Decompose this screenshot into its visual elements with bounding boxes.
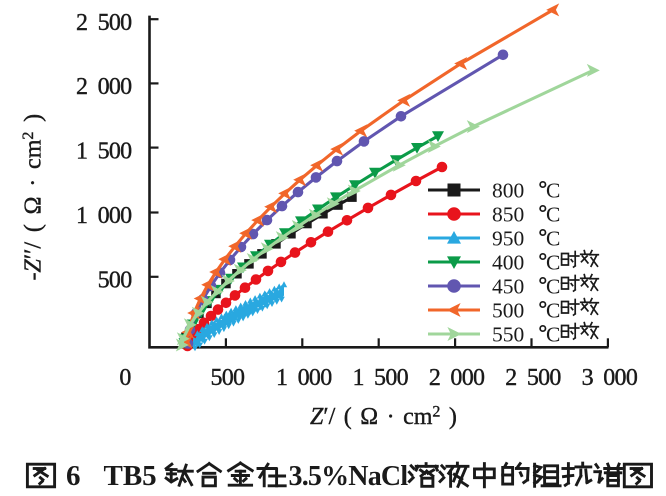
svg-text:C: C [546, 203, 560, 227]
svg-text:500: 500 [98, 268, 133, 294]
svg-text:C: C [546, 179, 560, 203]
svg-text:2 000: 2 000 [76, 74, 132, 100]
svg-text:0: 0 [119, 365, 131, 391]
svg-text:550: 550 [492, 323, 524, 347]
svg-text:2 500: 2 500 [505, 365, 561, 391]
svg-text:C: C [546, 323, 560, 347]
svg-text:950: 950 [492, 227, 524, 251]
svg-text:450: 450 [492, 275, 524, 299]
svg-text:Z′/ ( Ω · cm2 ): Z′/ ( Ω · cm2 ) [310, 403, 457, 430]
svg-text:1 000: 1 000 [76, 203, 132, 229]
svg-text:1 000: 1 000 [276, 365, 332, 391]
svg-text:3 000: 3 000 [582, 365, 638, 391]
svg-text:500: 500 [210, 365, 245, 391]
svg-text:3.5%NaCl: 3.5%NaCl [289, 461, 409, 492]
svg-text:2 000: 2 000 [429, 365, 485, 391]
svg-text:TB5: TB5 [104, 460, 157, 492]
svg-text:1 500: 1 500 [352, 365, 408, 391]
svg-text:C: C [546, 227, 560, 251]
svg-text:1 500: 1 500 [76, 138, 132, 164]
svg-text:-Z′′/ ( Ω · cm2 ): -Z′′/ ( Ω · cm2 ) [20, 114, 47, 281]
svg-text:C: C [546, 251, 560, 275]
svg-text:C: C [546, 275, 560, 299]
svg-text:400: 400 [492, 251, 524, 275]
svg-text:500: 500 [492, 299, 524, 323]
svg-text:850: 850 [492, 203, 524, 227]
svg-text:C: C [546, 299, 560, 323]
svg-text:2 500: 2 500 [76, 10, 132, 36]
svg-text:6: 6 [66, 460, 81, 492]
svg-text:800: 800 [492, 179, 524, 203]
